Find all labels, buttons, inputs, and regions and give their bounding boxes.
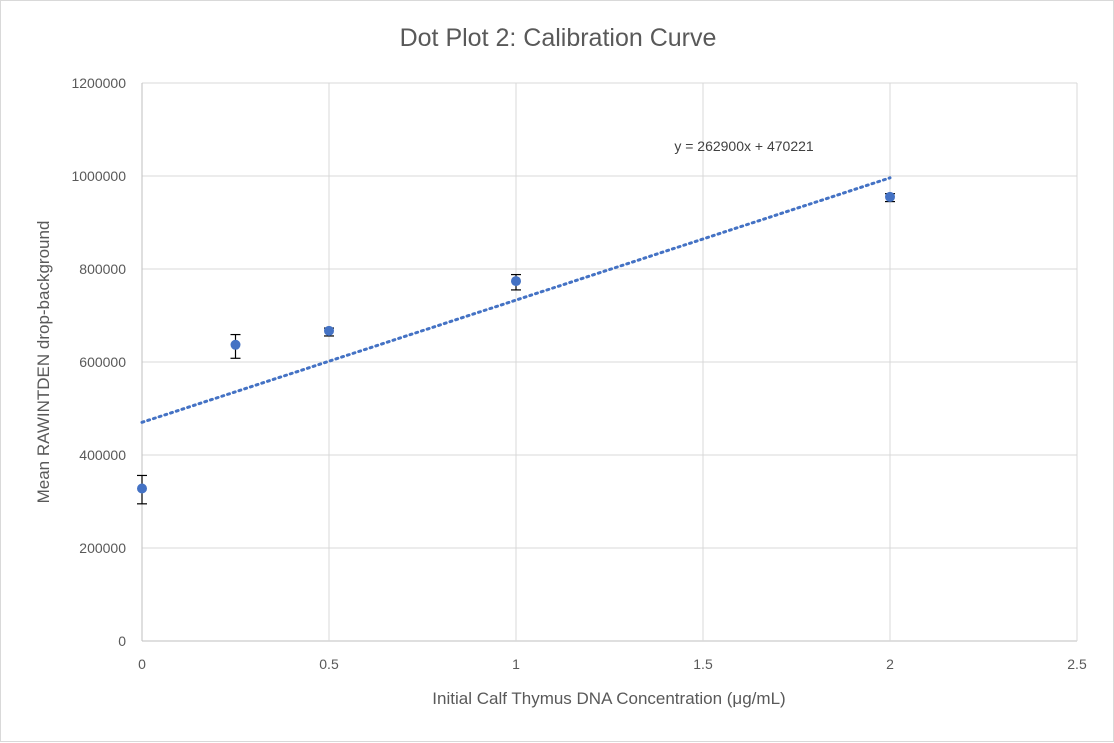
x-tick-label: 1 — [512, 656, 520, 672]
y-tick-label: 0 — [118, 633, 126, 649]
x-axis-label: Initial Calf Thymus DNA Concentration (μ… — [432, 689, 785, 708]
chart-title: Dot Plot 2: Calibration Curve — [400, 24, 717, 52]
x-tick-label: 1.5 — [693, 656, 713, 672]
y-tick-label: 1000000 — [71, 168, 126, 184]
x-tick-label: 2.5 — [1067, 656, 1087, 672]
y-axis-label: Mean RAWINTDEN drop-background — [34, 221, 53, 504]
y-tick-label: 1200000 — [71, 75, 126, 91]
y-tick-label: 800000 — [79, 261, 126, 277]
trendline — [140, 176, 892, 424]
data-point — [230, 339, 241, 350]
x-tick-label: 0 — [138, 656, 146, 672]
grid-layer — [141, 82, 1078, 642]
data-point — [324, 325, 334, 336]
trendline-equation: y = 262900x + 470221 — [674, 138, 814, 154]
trendline-layer — [140, 176, 892, 424]
x-tick-label: 0.5 — [319, 656, 339, 672]
x-tick-label: 2 — [886, 656, 894, 672]
y-tick-label: 400000 — [79, 447, 126, 463]
y-tick-label: 200000 — [79, 540, 126, 556]
data-point — [885, 191, 895, 202]
data-point — [511, 276, 521, 287]
tick-label-layer: 0 200000 400000 600000 800000 1000000 1200000 0… — [71, 75, 1086, 672]
data-point — [137, 483, 147, 494]
data-point-layer — [137, 191, 895, 494]
y-tick-label: 600000 — [79, 354, 126, 370]
